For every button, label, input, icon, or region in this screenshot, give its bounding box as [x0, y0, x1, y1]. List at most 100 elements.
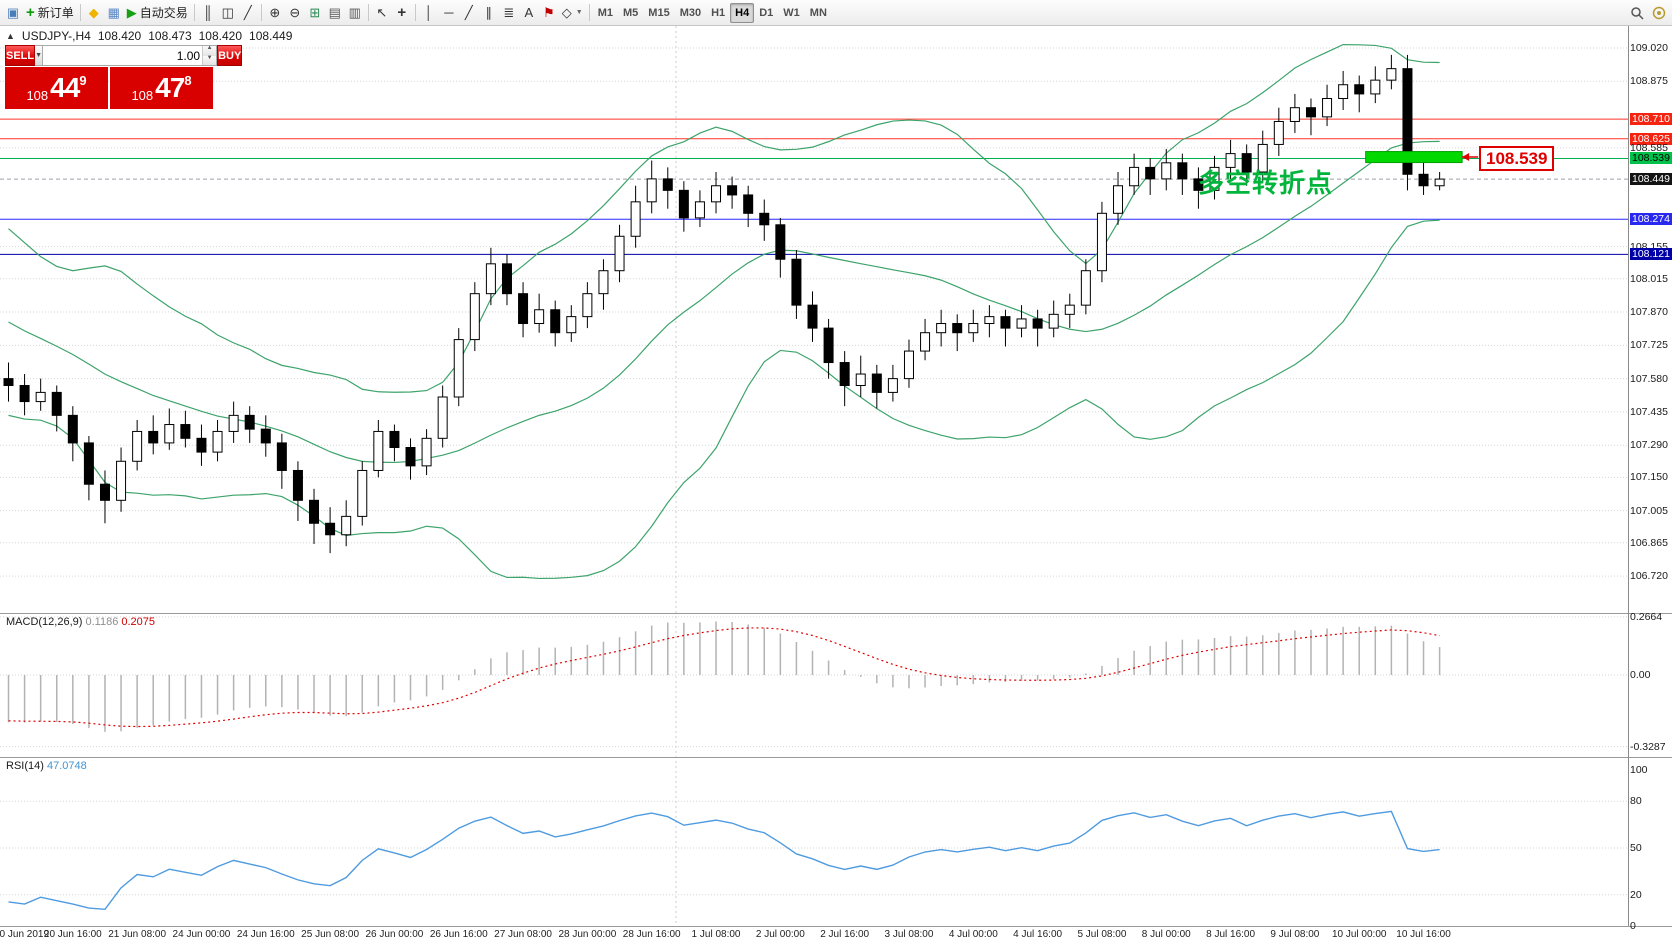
timeframe-m5-button[interactable]: M5: [623, 6, 639, 19]
trendline-button[interactable]: ╱: [459, 3, 479, 23]
price-axis-label: 107.150: [1630, 471, 1668, 484]
horizontal-lines: [0, 118, 1628, 255]
price-axis: 109.020 108.875 108.710 108.625 108.585 108.5…: [1630, 0, 1672, 945]
horizontal-line-button[interactable]: ─: [439, 3, 459, 23]
price-axis-label: 107.435: [1630, 405, 1668, 418]
time-axis-label: 9 Jul 08:00: [1270, 929, 1320, 940]
highlight-rectangle: [1365, 151, 1463, 164]
zoom-out-button[interactable]: ⊖: [285, 3, 305, 23]
volume-box: ▲ ▼: [43, 45, 218, 66]
price-axis-label: 108.121: [1630, 248, 1672, 261]
search-button[interactable]: [1627, 3, 1647, 23]
sell-price-big: 44: [50, 72, 80, 103]
new-order-button-label: 新订单: [37, 6, 74, 20]
buy-button[interactable]: BUY: [217, 45, 243, 66]
rsi-name: RSI(14): [6, 760, 44, 772]
horizontal-line-icon: ─: [444, 5, 454, 20]
candlestick-chart-button[interactable]: ◫: [218, 3, 238, 23]
bar-chart-icon: ║: [203, 5, 213, 20]
timeframe-m15-button[interactable]: M15: [648, 6, 670, 19]
arrow-tools-button[interactable]: ⚑: [539, 3, 559, 23]
zoom-out-icon: ⊖: [289, 5, 301, 20]
volume-up-button[interactable]: ▲: [203, 45, 217, 56]
community-button[interactable]: [1649, 3, 1669, 23]
price-axis-label: 108.585: [1630, 141, 1668, 154]
channel-button[interactable]: ∥: [479, 3, 499, 23]
chart-symbol: USDJPY-,H4: [21, 29, 91, 43]
grid-button[interactable]: ⊞: [305, 3, 325, 23]
zoom-in-icon: ⊕: [269, 5, 281, 20]
text-button[interactable]: A: [519, 3, 539, 23]
macd-histogram: [7, 621, 1441, 732]
buy-price-display[interactable]: 108 47 8: [110, 67, 213, 109]
toolbar-separator: [79, 4, 81, 21]
time-axis-label: 20 Jun 16:00: [43, 929, 102, 940]
bar-chart-button[interactable]: ║: [198, 3, 218, 23]
timeframe-h1-button[interactable]: H1: [711, 6, 726, 19]
time-axis-label: 26 Jun 00:00: [365, 929, 424, 940]
price-axis-label: 108.449: [1630, 173, 1672, 186]
shapes-button[interactable]: ◇ ▼: [559, 3, 586, 23]
rsi-axis-label: 50: [1630, 842, 1642, 854]
timeframe-m1-button[interactable]: M1: [597, 6, 614, 19]
timeframe-w1-button[interactable]: W1: [783, 6, 800, 19]
sell-button[interactable]: SELL: [5, 45, 36, 66]
tile-windows-button[interactable]: ▤: [325, 3, 345, 23]
macd-axis-label: 0.2664: [1630, 610, 1663, 623]
timeframe-h4-button[interactable]: H4: [730, 2, 755, 23]
price-axis-label: 109.020: [1630, 42, 1668, 54]
price-axis-label: 108.875: [1630, 75, 1668, 88]
trendline-icon: ╱: [464, 5, 473, 20]
grid-icon: ⊞: [309, 5, 321, 20]
timeframe-d1-button[interactable]: D1: [759, 6, 774, 19]
ohlc-low: 108.420: [198, 29, 243, 43]
cursor-button[interactable]: ↖: [372, 3, 392, 23]
zoom-in-button[interactable]: ⊕: [265, 3, 285, 23]
autotrading-button-label: 自动交易: [139, 6, 188, 20]
macd-signal-value: 0.2075: [121, 616, 156, 628]
time-axis-label: 28 Jun 16:00: [622, 929, 681, 940]
toolbar-separator: [414, 4, 416, 21]
metaeditor-button[interactable]: ◆: [84, 3, 104, 23]
fibonacci-icon: ≣: [503, 5, 515, 20]
line-chart-icon: ╱: [243, 5, 252, 20]
app-icon-icon: ▣: [6, 5, 20, 20]
crosshair-icon: +: [397, 4, 407, 21]
cascade-windows-icon: ▥: [348, 5, 361, 20]
timeframe-mn-button[interactable]: MN: [809, 6, 827, 19]
volume-down-button[interactable]: ▼: [203, 55, 217, 65]
time-axis-label: 24 Jun 00:00: [172, 929, 231, 940]
terminal-button[interactable]: ▦: [104, 3, 124, 23]
time-axis-label: 3 Jul 08:00: [884, 929, 934, 940]
sell-price-prefix: 108: [26, 88, 49, 103]
trade-panel-toggle[interactable]: ▲: [6, 31, 15, 41]
community-icon: [1652, 6, 1666, 20]
line-chart-button[interactable]: ╱: [238, 3, 258, 23]
time-axis-label: 25 Jun 08:00: [301, 929, 360, 940]
time-axis-label: 2 Jul 16:00: [820, 929, 870, 940]
macd-indicator-label: MACD(12,26,9) 0.1186 0.2075: [6, 616, 155, 628]
fibonacci-button[interactable]: ≣: [499, 3, 519, 23]
sell-price-display[interactable]: 108 44 9: [5, 67, 108, 109]
cascade-windows-button[interactable]: ▥: [345, 3, 365, 23]
app-icon-button[interactable]: ▣: [3, 3, 23, 23]
crosshair-button[interactable]: +: [392, 3, 412, 23]
volume-input[interactable]: [43, 46, 203, 65]
new-order-button[interactable]: + 新订单: [23, 3, 77, 23]
macd-axis-label: 0.00: [1630, 669, 1651, 681]
autotrading-button[interactable]: ▶ 自动交易: [124, 3, 191, 23]
ohlc-open: 108.420: [97, 29, 142, 43]
price-axis-label: 106.865: [1630, 536, 1668, 549]
order-type-dropdown[interactable]: ▼: [35, 45, 44, 66]
vertical-line-button[interactable]: │: [419, 3, 439, 23]
timeframe-m30-button[interactable]: M30: [679, 6, 702, 19]
macd-axis-label: -0.3287: [1630, 740, 1666, 753]
arrow-tools-icon: ⚑: [542, 5, 555, 20]
grid: [0, 26, 1628, 926]
rsi-indicator-label: RSI(14) 47.0748: [6, 760, 87, 772]
shapes-icon: ◇: [561, 5, 572, 20]
buy-price-sup: 8: [184, 73, 192, 88]
price-tag-callout: 108.539: [1479, 146, 1555, 171]
price-axis-label: 108.539: [1630, 152, 1672, 165]
